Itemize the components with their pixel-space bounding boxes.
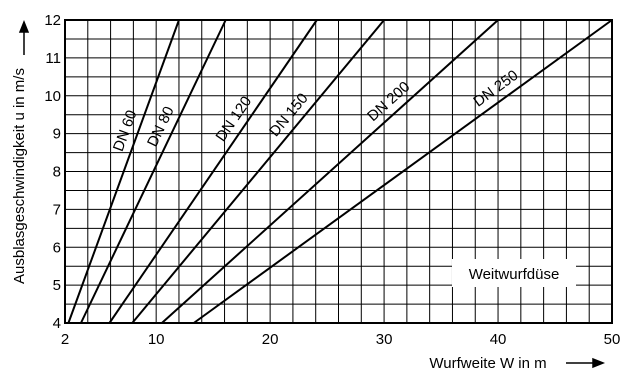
y-tick-label: 9 — [53, 126, 61, 143]
y-tick-label: 8 — [53, 164, 61, 181]
x-axis-title-group: Wurfweite W in m — [429, 355, 606, 372]
series-lines — [67, 19, 613, 324]
y-axis-arrow — [18, 19, 30, 55]
y-axis-title-group: Ausblasgeschwindigkeit u in m/s — [11, 19, 30, 284]
y-tick-label: 6 — [53, 239, 61, 256]
x-tick-label: 50 — [604, 331, 621, 348]
x-tick-labels: 2 10 20 30 40 50 — [61, 331, 621, 348]
y-tick-label: 4 — [53, 315, 61, 332]
series-line-dn-250 — [193, 19, 613, 324]
series-line-dn-60 — [67, 19, 180, 324]
y-tick-labels: 4 5 6 7 8 9 10 11 12 — [44, 12, 61, 332]
x-tick-label: 20 — [262, 331, 279, 348]
y-tick-label: 11 — [45, 50, 61, 67]
series-line-dn-150 — [131, 19, 385, 324]
x-tick-label: 2 — [61, 331, 69, 348]
y-tick-label: 5 — [53, 277, 61, 294]
x-tick-label: 10 — [148, 331, 165, 348]
x-axis-title: Wurfweite W in m — [429, 355, 546, 372]
x-tick-label: 40 — [490, 331, 507, 348]
series-line-dn-200 — [161, 19, 499, 324]
series-label-dn-80: DN 80 — [144, 104, 178, 150]
annotation-box — [452, 259, 576, 287]
plot-frame — [64, 19, 613, 324]
x-axis-arrow — [566, 357, 606, 369]
y-tick-label: 10 — [44, 88, 61, 105]
y-tick-label: 7 — [53, 201, 61, 218]
y-tick-label: 12 — [44, 12, 61, 29]
series-line-dn-80 — [80, 19, 227, 324]
annotation-weitwurfduese: Weitwurfdüse — [469, 266, 560, 283]
series-line-dn-120 — [108, 19, 318, 324]
x-tick-label: 30 — [376, 331, 393, 348]
y-axis-title: Ausblasgeschwindigkeit u in m/s — [11, 68, 28, 284]
